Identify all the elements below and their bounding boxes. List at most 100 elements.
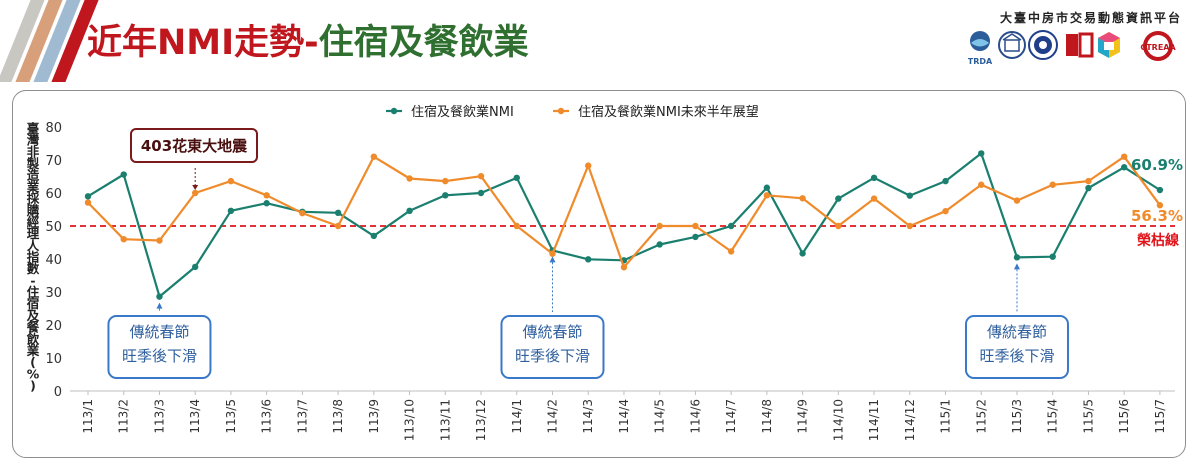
data-point [692,222,699,230]
x-tick-label: 114/12 [903,399,917,441]
data-point [656,241,663,248]
series-line [87,152,1161,298]
title-part-red: 近年NMI走勢- [87,23,319,63]
data-point [549,250,556,257]
data-point [513,222,520,230]
data-point [156,293,163,300]
data-point [1156,186,1164,194]
data-point [120,171,127,178]
data-point [370,232,378,240]
data-point [477,189,485,197]
x-tick-label: 114/2 [545,399,559,434]
legend-marker [557,107,565,115]
note-annotation-text: 傳統春節旺季後下滑 [122,323,197,365]
data-point [1156,202,1164,209]
x-tick-label: 114/11 [867,399,881,441]
x-tick-label: 113/7 [295,399,309,434]
event-annotation-box [130,128,258,163]
x-tick-label: 115/7 [1153,399,1167,434]
end-label-outlook: 56.3% [1131,207,1183,225]
note-arrow-head [1013,263,1020,270]
data-point [1120,164,1128,171]
x-tick-label: 113/1 [81,399,95,434]
x-tick-label: 114/7 [724,399,738,434]
x-tick-label: 115/2 [974,399,988,434]
x-tick-label: 115/6 [1117,399,1131,434]
series-line [87,155,1161,269]
data-point [1120,153,1128,160]
data-point [656,222,663,230]
data-point [1049,253,1056,260]
data-point [227,177,235,185]
y-tick-label: 10 [45,352,62,367]
data-point [978,181,985,188]
y-tick-label: 0 [54,385,62,400]
note-annotation-box [964,315,1069,379]
data-point [763,192,771,199]
taichung-logo [1066,32,1094,58]
trda-logo: TRDA [968,31,993,66]
data-point [906,222,913,230]
data-point [870,195,878,202]
x-tick-label: 114/3 [581,399,595,434]
data-point [191,263,199,271]
note-annotation-text: 傳統春節旺季後下滑 [979,323,1054,365]
data-point [263,192,270,199]
data-point [370,153,378,160]
data-point [942,207,949,215]
x-tick-label: 115/5 [1081,399,1095,434]
x-tick-label: 113/2 [117,399,131,434]
data-point [84,193,92,200]
event-arrow-head [192,185,199,190]
y-tick-label: 70 [45,154,62,169]
note-annotation-text: 傳統春節旺季後下滑 [515,323,590,365]
data-point [1013,254,1021,261]
data-point [727,248,735,255]
data-point [585,256,592,263]
x-tick-label: 113/5 [224,399,238,434]
data-point [334,222,342,230]
y-tick-label: 50 [45,220,62,235]
note-arrow-head [549,256,556,263]
data-point [942,177,949,185]
legend-label: 住宿及餐飲業NMI未來半年展望 [578,104,759,120]
data-point [477,172,485,180]
data-point [799,195,806,202]
x-tick-label: 113/6 [260,399,274,434]
data-point [299,209,306,217]
data-point [906,192,913,199]
building-seal-logo [998,31,1026,59]
data-point [1085,184,1092,192]
data-point [799,250,806,257]
data-point [1049,181,1056,188]
data-point [1013,197,1021,204]
x-tick-label: 114/1 [510,399,524,434]
data-point [1085,177,1092,185]
x-tick-label: 114/9 [796,399,810,434]
data-point [763,184,771,191]
data-point [442,177,449,185]
note-arrow-head [156,302,163,309]
legend: 住宿及餐飲業NMI 住宿及餐飲業NMI未來半年展望 [386,104,759,120]
y-tick-label: 30 [45,286,62,301]
x-tick-label: 113/10 [403,399,417,441]
data-point [692,233,699,241]
data-point [835,195,842,202]
y-tick-label: 20 [45,319,62,334]
x-tick-label: 114/6 [688,399,702,434]
data-point [620,264,628,271]
series-group: 60.9% 56.3% [84,150,1183,300]
data-point [406,175,413,182]
reference-line-group: 榮枯線 [70,225,1179,249]
legend-marker [390,107,398,115]
government-seal-logo [1028,30,1058,60]
data-point [120,236,127,243]
page-title: 近年NMI走勢-住宿及餐飲業 [87,14,529,65]
chart-axes: 0 10 20 30 40 50 60 70 80 113/1 113/2 113/3 113/4 113… [26,121,1175,441]
x-tick-label: 114/10 [831,399,845,441]
data-point [263,200,270,207]
x-tick-label: 114/8 [760,399,774,434]
note-annotation-box [500,315,605,379]
reference-line-label: 榮枯線 [1137,232,1179,249]
